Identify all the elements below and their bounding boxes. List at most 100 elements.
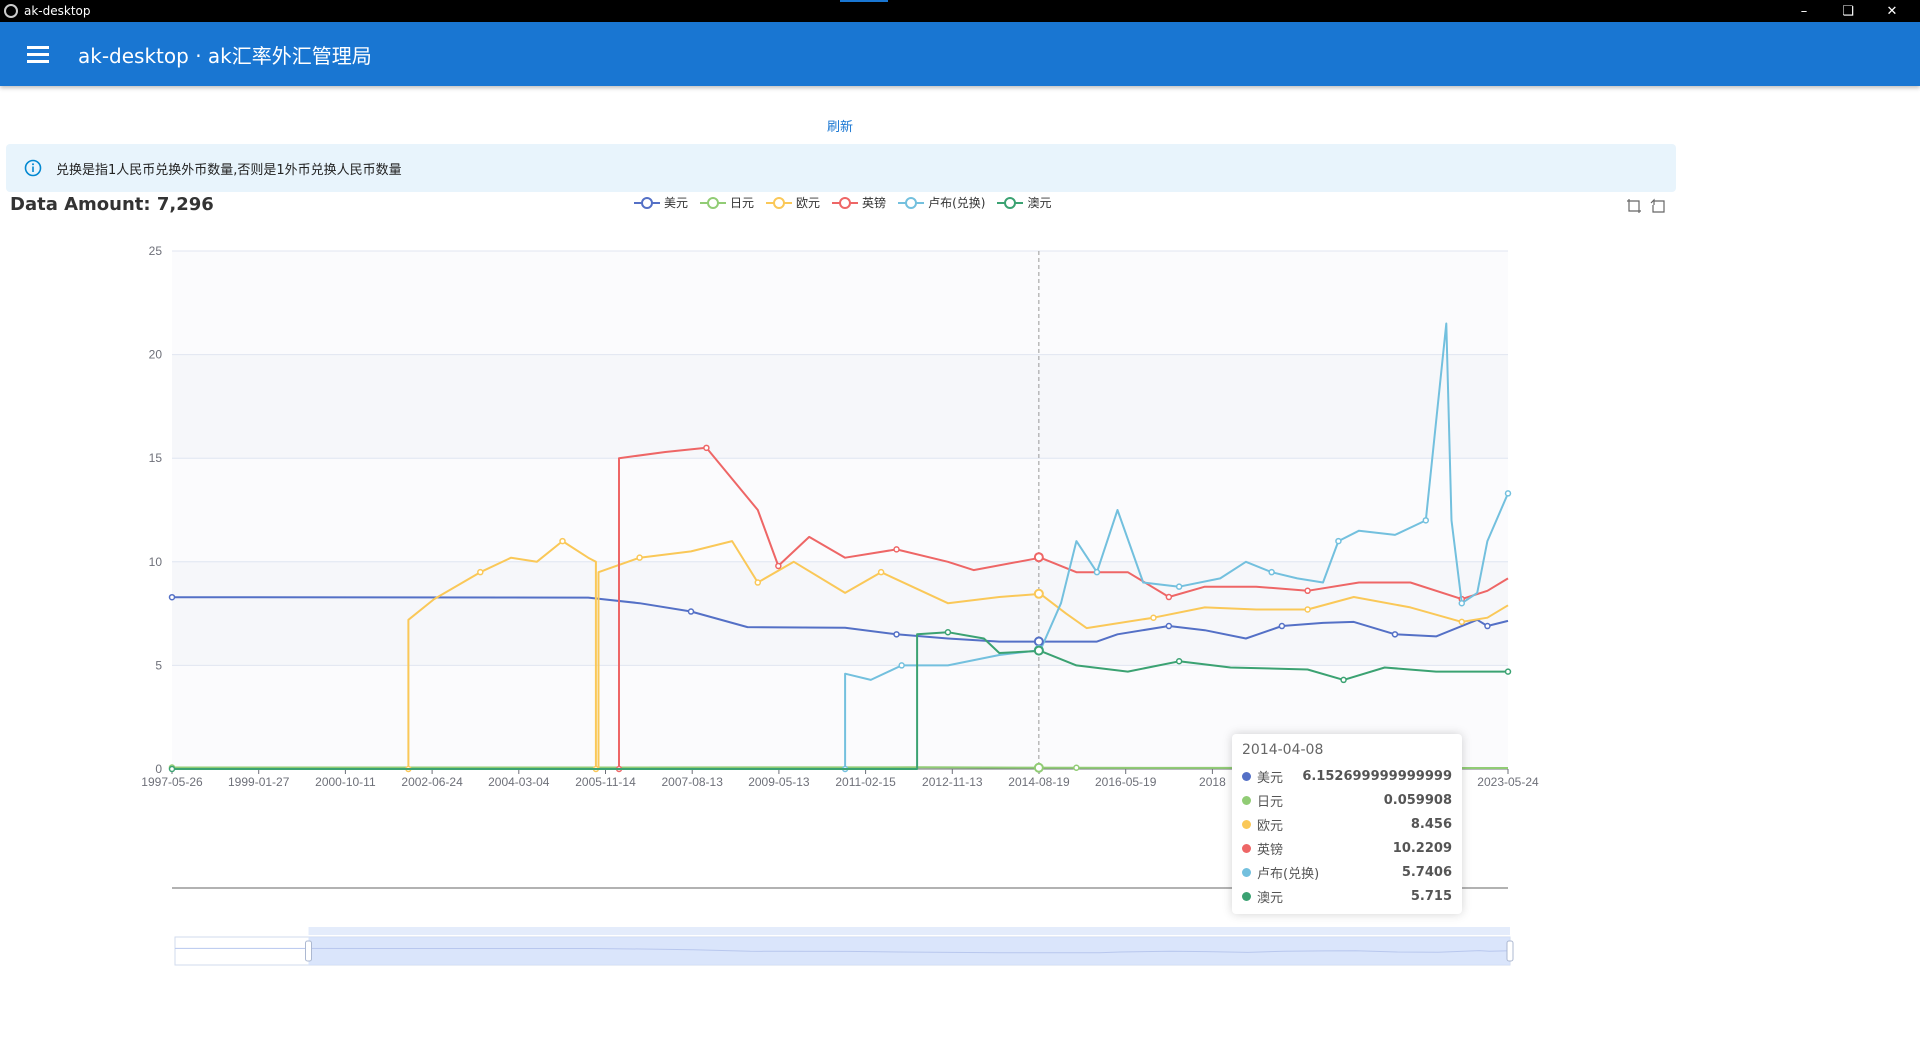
chart-tooltip: 2014-04-08 美元 6.152699999999999 日元 0.059908… [1232, 734, 1462, 914]
x-tick-label: 1997-05-26 [141, 775, 203, 789]
datazoom-handle[interactable] [305, 940, 312, 962]
data-point [1175, 583, 1183, 590]
y-tick-label: 15 [149, 451, 163, 465]
window-title: ak-desktop [24, 4, 91, 18]
tooltip-series-name: 美元 [1257, 770, 1284, 786]
minimize-button[interactable]: – [1800, 3, 1808, 19]
data-point [1340, 676, 1347, 684]
legend-item[interactable]: 澳元 [997, 194, 1051, 211]
legend-item[interactable]: 卢布(兑换) [898, 194, 985, 211]
highlight-point [1033, 588, 1044, 599]
info-icon [24, 159, 42, 177]
data-point [1278, 622, 1286, 630]
x-tick-label: 2000-10-11 [315, 775, 376, 789]
menu-icon[interactable] [18, 34, 58, 74]
legend-symbol-icon [634, 196, 660, 209]
close-button[interactable]: ✕ [1886, 3, 1898, 19]
data-point [1304, 606, 1311, 613]
legend-item[interactable]: 美元 [634, 194, 688, 211]
tooltip-series-value: 0.059908 [1383, 792, 1452, 808]
legend-item[interactable]: 英镑 [832, 194, 886, 211]
tooltip-series-value: 8.456 [1410, 816, 1452, 832]
data-point [1422, 517, 1430, 524]
series-line [618, 446, 1509, 769]
x-tick-label: 2011-02-15 [835, 775, 896, 789]
legend-symbol-icon [898, 196, 925, 209]
tooltip-date: 2014-04-08 [1242, 742, 1324, 758]
chart-legend: 美元 日元 欧元 英镑 卢布(兑换) 澳元 [634, 194, 1063, 211]
tooltip-series-dot [1242, 891, 1251, 901]
app-title: ak-desktop · ak汇率外汇管理局 [78, 43, 372, 68]
tooltip-series-name: 欧元 [1257, 818, 1284, 834]
legend-symbol-icon [766, 196, 793, 209]
legend-label: 英镑 [862, 196, 887, 210]
window-titlebar: ak-desktop – ❏ ✕ [0, 0, 1920, 22]
legend-label: 美元 [664, 196, 689, 210]
highlight-point [1033, 645, 1044, 656]
data-point [687, 608, 695, 615]
data-point [893, 546, 900, 553]
refresh-button[interactable]: 刷新 [826, 120, 853, 135]
highlight-point [1033, 552, 1044, 563]
legend-symbol-icon [997, 196, 1024, 209]
x-tick-label: 2016-05-19 [1095, 775, 1157, 789]
tooltip-series-dot [1242, 867, 1251, 877]
tooltip-series-name: 卢布(兑换) [1257, 866, 1320, 882]
grid-band [172, 354, 1508, 459]
data-point [1304, 587, 1311, 595]
app-logo-icon [4, 4, 18, 18]
legend-label: 澳元 [1027, 196, 1052, 210]
legend-item[interactable]: 欧元 [766, 194, 820, 211]
data-point [1458, 599, 1466, 607]
tooltip-series-value: 10.2209 [1392, 840, 1452, 856]
dark-mode-icon[interactable] [1844, 42, 1868, 66]
series-line [844, 322, 1509, 769]
zoom-reset-icon[interactable] [1650, 198, 1666, 214]
data-point [1458, 618, 1466, 626]
x-tick-label: 2005-11-14 [575, 775, 636, 789]
datazoom-preview [174, 947, 1511, 954]
tooltip-row: 卢布(兑换) 5.7406 [1242, 860, 1452, 884]
y-tick-label: 5 [155, 658, 162, 672]
legend-label: 日元 [730, 196, 755, 210]
datazoom-handle[interactable] [1506, 940, 1514, 962]
data-point [1165, 622, 1173, 630]
restore-button[interactable]: ❏ [1842, 3, 1854, 19]
data-point [477, 568, 484, 576]
data-point [1175, 658, 1183, 665]
tooltip-row: 欧元 8.456 [1242, 812, 1452, 836]
legend-label: 卢布(兑换) [928, 196, 986, 210]
data-point [944, 628, 952, 636]
tooltip-series-name: 英镑 [1257, 842, 1284, 858]
data-point [703, 444, 710, 452]
data-point [775, 562, 782, 570]
data-point [1165, 593, 1173, 601]
data-point [1504, 490, 1512, 497]
tooltip-row: 日元 0.059908 [1242, 788, 1452, 812]
tooltip-series-dot [1242, 771, 1251, 781]
data-point [1484, 622, 1491, 630]
series-line [172, 631, 1508, 770]
tab-indicator [840, 0, 888, 2]
tooltip-row: 美元 6.152699999999999 [1242, 764, 1452, 788]
tooltip-series-dot [1242, 819, 1251, 829]
x-tick-label: 2009-05-13 [748, 775, 810, 789]
data-point [168, 593, 176, 601]
x-tick-label: 2023-05-24 [1477, 775, 1539, 789]
grid-band [172, 561, 1508, 666]
tooltip-series-value: 5.715 [1410, 888, 1452, 904]
legend-label: 欧元 [796, 196, 821, 210]
x-tick-label: 1999-01-27 [228, 775, 290, 789]
data-point [1504, 668, 1512, 675]
x-tick-label: 2004-03-04 [488, 775, 550, 789]
x-tick-label: 2014-08-19 [1008, 775, 1070, 789]
series-line [171, 596, 1509, 643]
tooltip-series-dot [1242, 843, 1251, 853]
data-point [1150, 614, 1157, 621]
datazoom-move-handle [308, 927, 1510, 935]
tooltip-series-dot [1242, 795, 1251, 805]
data-point [898, 662, 905, 669]
data-point [559, 537, 566, 545]
legend-item[interactable]: 日元 [700, 194, 754, 211]
data-zoom-icon[interactable] [1626, 198, 1642, 214]
